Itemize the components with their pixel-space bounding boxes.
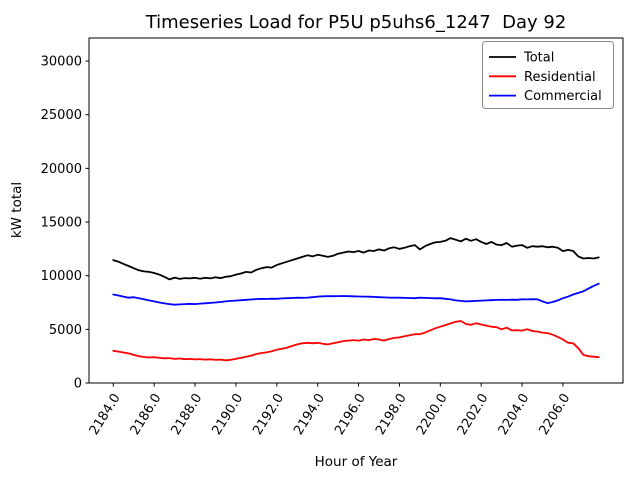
x-tick-label: 2200.0 bbox=[414, 391, 451, 438]
x-axis-label: Hour of Year bbox=[315, 454, 398, 470]
y-tick-label: 10000 bbox=[41, 269, 82, 284]
y-axis-label: kW total bbox=[9, 182, 25, 238]
x-tick-label: 2192.0 bbox=[250, 391, 287, 438]
y-tick-label: 15000 bbox=[41, 216, 82, 231]
series-line-commercial bbox=[112, 282, 600, 306]
y-tick-label: 25000 bbox=[41, 108, 82, 123]
x-tick-label: 2204.0 bbox=[496, 391, 533, 438]
y-tick-label: 20000 bbox=[41, 162, 82, 177]
x-tick-label: 2194.0 bbox=[291, 391, 328, 438]
x-tick-label: 2184.0 bbox=[87, 391, 124, 438]
series-lines bbox=[112, 237, 600, 362]
series-line-residential bbox=[112, 320, 600, 362]
x-tick-label: 2186.0 bbox=[128, 391, 165, 438]
legend-box bbox=[482, 41, 614, 109]
x-tick-label: 2196.0 bbox=[332, 391, 369, 438]
x-tick-label: 2190.0 bbox=[209, 391, 246, 438]
y-tick-label: 30000 bbox=[41, 55, 82, 70]
x-tick-label: 2202.0 bbox=[455, 391, 492, 438]
x-tick-label: 2198.0 bbox=[373, 391, 410, 438]
legend: Total Residential Commercial bbox=[482, 41, 614, 109]
x-axis-ticks: 2184.0 2186.0 2188.0 2190.0 2192.0 2194.0 2196… bbox=[87, 383, 574, 438]
x-tick-label: 2206.0 bbox=[537, 391, 574, 438]
y-tick-label: 5000 bbox=[49, 323, 82, 338]
legend-label-commercial: Commercial bbox=[524, 89, 602, 104]
legend-label-residential: Residential bbox=[524, 70, 596, 85]
series-line-total bbox=[112, 237, 600, 281]
chart-title: Timeseries Load for P5U p5uhs6_1247 Day … bbox=[145, 12, 567, 33]
y-tick-label: 0 bbox=[74, 377, 82, 392]
x-tick-label: 2188.0 bbox=[169, 391, 206, 438]
y-axis-ticks: 0 5000 10000 15000 20000 25000 30000 bbox=[41, 55, 89, 392]
legend-label-total: Total bbox=[523, 51, 554, 66]
